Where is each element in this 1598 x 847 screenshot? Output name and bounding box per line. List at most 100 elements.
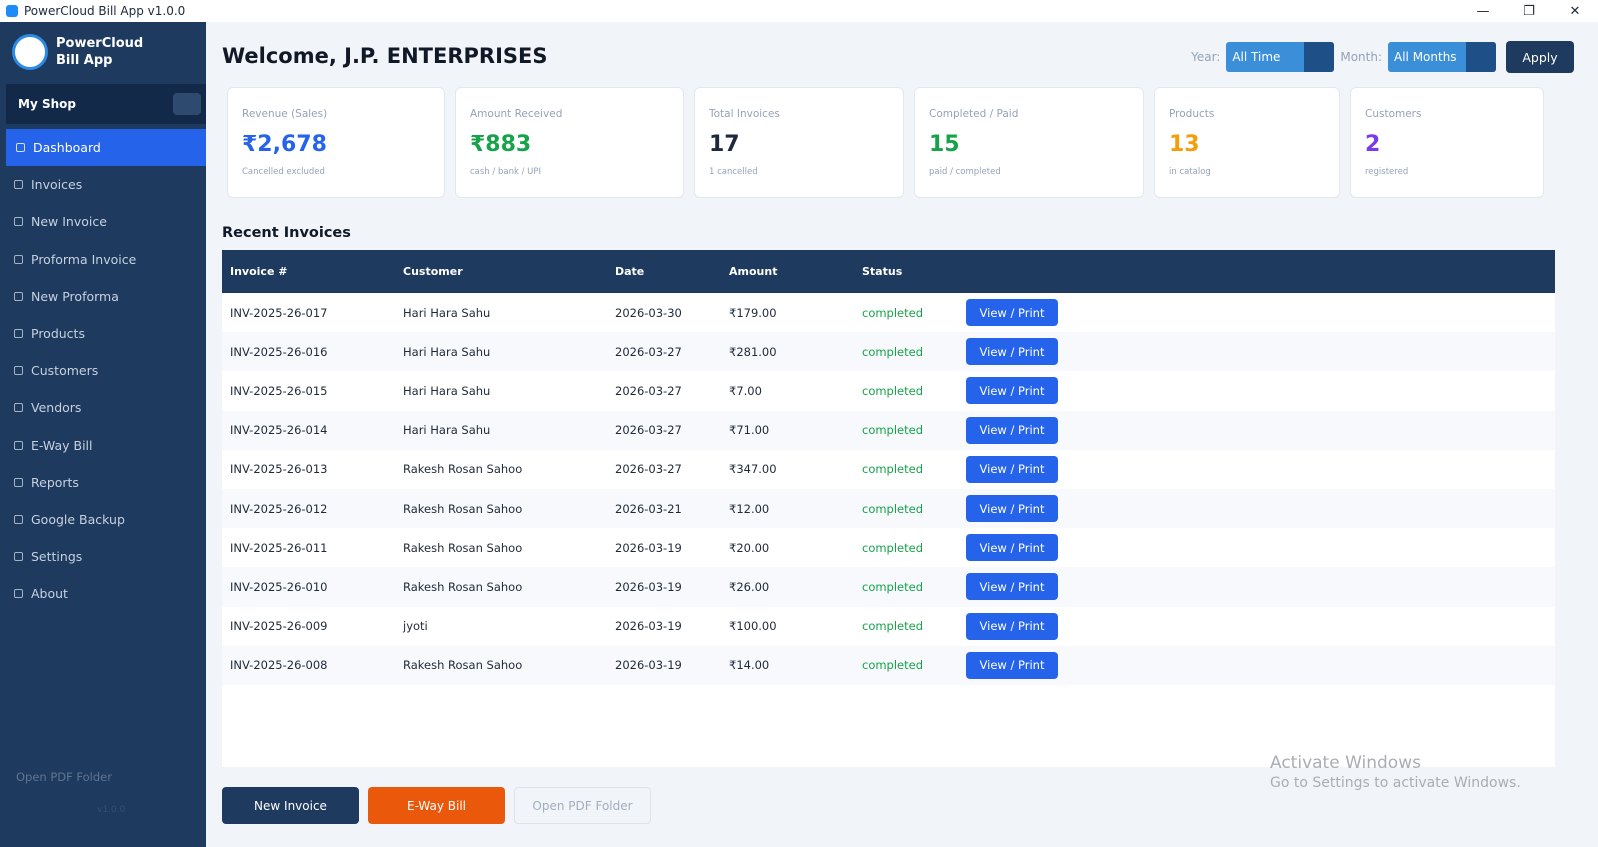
brand-name: PowerCloud Bill App: [56, 35, 143, 69]
nav-label: Reports: [31, 474, 79, 490]
nav-item[interactable]: Invoices: [0, 166, 206, 203]
stat-cards: Revenue (Sales) ₹2,678 Cancelled excluded A…: [227, 87, 1578, 198]
table-cell: INV-2025-26-014: [222, 410, 395, 450]
nav-item[interactable]: Proforma Invoice: [0, 241, 206, 278]
invoice-row: INV-2025-26-013 Rakesh Rosan Sahoo 2026-03…: [222, 450, 1555, 489]
view-print-button[interactable]: View / Print: [966, 651, 1058, 679]
status-cell: completed: [862, 462, 924, 477]
welcome-heading: Welcome, J.P. ENTERPRISES: [222, 44, 548, 68]
close-button[interactable]: ✕: [1569, 3, 1581, 19]
nav-label: Dashboard: [33, 140, 101, 156]
nav-item[interactable]: Vendors: [0, 389, 206, 426]
stat-note: cash / bank / UPI: [470, 167, 542, 177]
watermark-line: Activate Windows: [1270, 753, 1421, 773]
nav-item[interactable]: E-Way Bill: [0, 427, 206, 464]
table-cell: ₹179.00: [729, 305, 777, 320]
maximize-button[interactable]: ❐: [1523, 3, 1535, 19]
action-cell: View / Print: [958, 528, 1555, 567]
table-cell: Hari Hara Sahu: [395, 332, 607, 372]
open-pdf-folder-link[interactable]: Open PDF Folder: [16, 770, 112, 784]
switch-shop-button[interactable]: [173, 93, 201, 115]
nav-item[interactable]: New Proforma: [0, 278, 206, 315]
status-cell: completed: [854, 410, 958, 450]
action-button[interactable]: E-Way Bill: [368, 787, 505, 824]
nav-item[interactable]: New Invoice: [0, 203, 206, 240]
table-cell: ₹281.00: [721, 332, 854, 372]
action-button[interactable]: New Invoice: [222, 787, 359, 824]
column-header: Invoice #: [222, 250, 395, 293]
table-cell: ₹347.00: [729, 462, 777, 477]
window-controls: — ❐ ✕: [1460, 0, 1598, 22]
table-cell: INV-2025-26-011: [230, 540, 328, 555]
stat-label: Amount Received: [470, 108, 563, 120]
table-cell: Rakesh Rosan Sahoo: [395, 567, 607, 607]
nav-icon: [16, 143, 25, 153]
table-cell: ₹20.00: [729, 540, 770, 555]
minimize-button[interactable]: —: [1476, 3, 1490, 19]
table-cell: ₹12.00: [721, 488, 854, 529]
stat-value: ₹883: [470, 132, 532, 157]
table-cell: 2026-03-19: [607, 567, 721, 607]
apply-button[interactable]: Apply: [1506, 41, 1574, 73]
dropdown-arrow: [1466, 42, 1496, 72]
stat-card: Revenue (Sales) ₹2,678 Cancelled excluded: [227, 87, 445, 198]
view-print-button[interactable]: View / Print: [966, 416, 1058, 444]
month-select[interactable]: All Months: [1388, 42, 1496, 72]
stat-card: Total Invoices 17 1 cancelled: [694, 87, 904, 198]
view-print-button[interactable]: View / Print: [966, 534, 1058, 562]
column-header: [958, 250, 1555, 293]
view-print-button[interactable]: View / Print: [966, 299, 1058, 327]
nav-item[interactable]: Products: [0, 315, 206, 352]
action-button[interactable]: Open PDF Folder: [514, 787, 651, 824]
status-cell: completed: [854, 488, 958, 529]
view-print-button[interactable]: View / Print: [966, 573, 1058, 601]
shop-switcher[interactable]: My Shop: [6, 84, 206, 124]
table-cell: 2026-03-19: [615, 540, 682, 555]
invoice-table-panel: Invoice # Customer Date Amount Status INV-202…: [222, 250, 1555, 767]
nav-icon: [14, 477, 23, 487]
nav-item[interactable]: About: [0, 575, 206, 612]
nav-item[interactable]: Dashboard: [6, 129, 206, 167]
brand: PowerCloud Bill App: [0, 22, 206, 82]
brand-line: Bill App: [56, 53, 113, 68]
table-cell: 2026-03-27: [607, 332, 721, 372]
nav-label: Proforma Invoice: [31, 251, 137, 267]
version: v1.0.0: [97, 805, 126, 815]
status-cell: completed: [854, 332, 958, 372]
view-print-button[interactable]: View / Print: [966, 455, 1058, 483]
invoice-table: Invoice # Customer Date Amount Status INV-202…: [222, 250, 1555, 685]
stat-card: Amount Received ₹883 cash / bank / UPI: [455, 87, 684, 198]
stat-value: 2: [1365, 132, 1381, 157]
view-print-button[interactable]: View / Print: [966, 377, 1058, 405]
table-cell: ₹7.00: [729, 383, 762, 398]
nav-menu: Dashboard Invoices New Invoice Proforma Inv…: [0, 129, 206, 612]
view-print-button[interactable]: View / Print: [966, 612, 1058, 640]
action-cell: View / Print: [958, 607, 1555, 646]
nav-icon: [14, 366, 23, 376]
status-cell: completed: [854, 567, 958, 607]
nav-item[interactable]: Reports: [0, 464, 206, 501]
stat-label: Total Invoices: [709, 108, 780, 120]
view-print-button[interactable]: View / Print: [966, 495, 1058, 523]
table-cell: ₹71.00: [721, 410, 854, 450]
nav-label: Invoices: [31, 177, 83, 193]
view-print-button[interactable]: View / Print: [966, 338, 1058, 366]
nav-item[interactable]: Settings: [0, 538, 206, 575]
table-cell: Hari Hara Sahu: [395, 410, 607, 450]
nav-icon: [14, 180, 23, 190]
nav-icon: [14, 514, 23, 524]
table-cell: 2026-03-21: [607, 488, 721, 529]
nav-item[interactable]: Customers: [0, 352, 206, 389]
table-cell: Hari Hara Sahu: [403, 305, 491, 320]
year-select[interactable]: All Time: [1226, 42, 1335, 72]
action-cell: View / Print: [958, 450, 1555, 489]
stat-note: registered: [1365, 167, 1409, 177]
table-cell: ₹100.00: [729, 619, 777, 634]
action-cell: View / Print: [958, 332, 1555, 372]
status-cell: completed: [854, 645, 958, 685]
action-cell: View / Print: [958, 293, 1555, 332]
table-cell: INV-2025-26-017: [230, 305, 328, 320]
nav-item[interactable]: Google Backup: [0, 501, 206, 538]
table-cell: INV-2025-26-015: [230, 383, 328, 398]
